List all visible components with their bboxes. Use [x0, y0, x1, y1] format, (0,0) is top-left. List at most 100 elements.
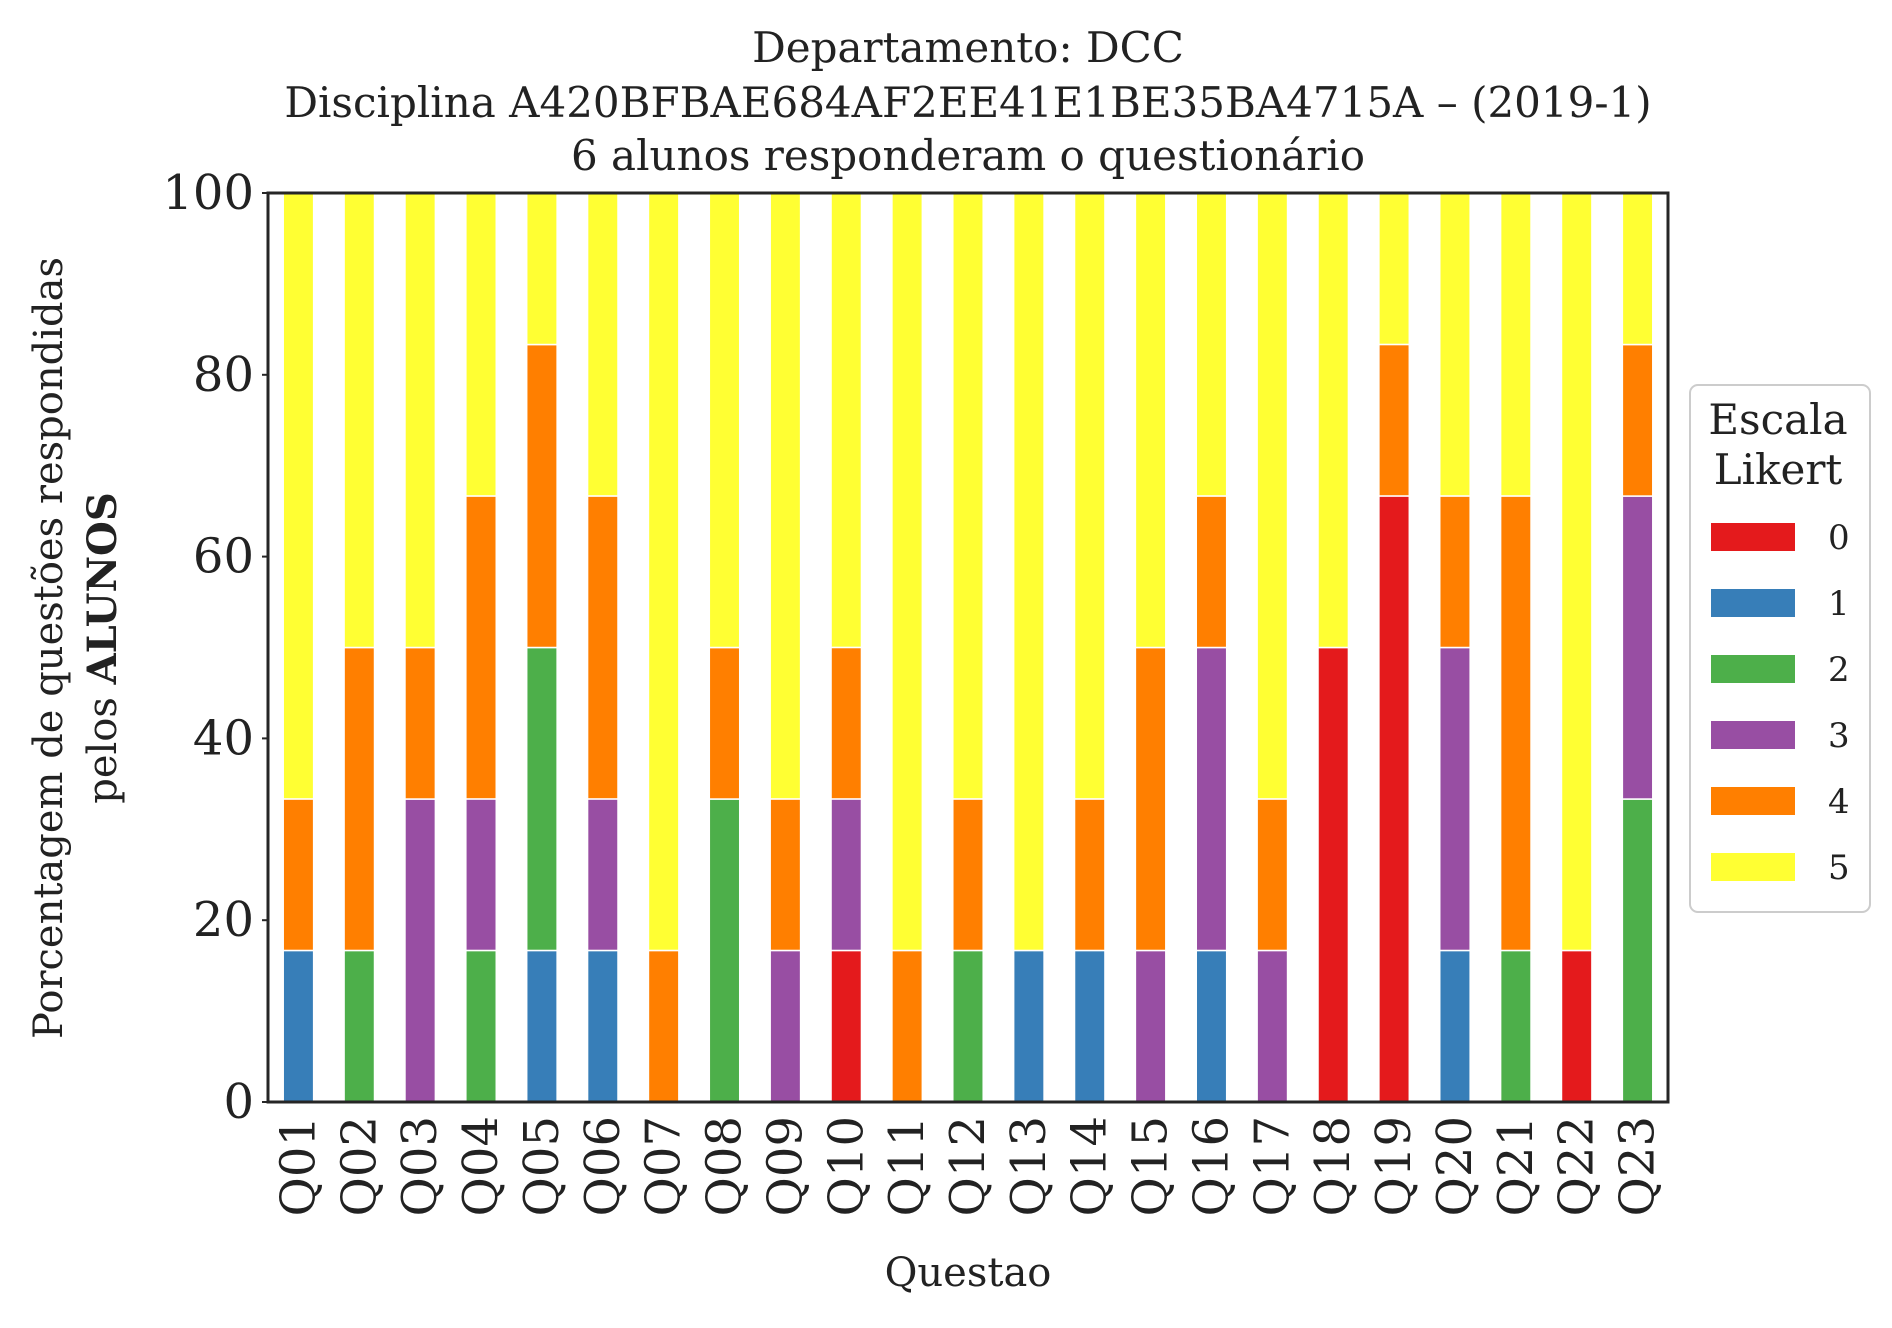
bar-Q06-likert-5 — [586, 192, 619, 497]
bar-Q01-likert-1 — [282, 949, 315, 1103]
bar-Q18-likert-5 — [1317, 192, 1350, 649]
bar-Q17-likert-5 — [1256, 192, 1289, 800]
bar-Q14-likert-1 — [1073, 949, 1106, 1103]
legend-swatch-1 — [1711, 589, 1795, 617]
bar-Q17-likert-4 — [1256, 798, 1289, 952]
bar-Q06-likert-1 — [586, 949, 619, 1103]
x-tick-label-Q06: Q06 — [575, 1116, 631, 1216]
bar-Q16-likert-3 — [1195, 646, 1228, 952]
legend-label-0: 0 — [1828, 518, 1850, 558]
bar-Q07-likert-4 — [647, 949, 680, 1103]
x-tick-label-Q14: Q14 — [1062, 1116, 1118, 1216]
bar-Q23-likert-2 — [1621, 798, 1654, 1103]
x-tick-label-Q18: Q18 — [1305, 1116, 1361, 1216]
y-tick-label-60: 60 — [193, 529, 254, 585]
x-tick-label-Q15: Q15 — [1123, 1116, 1179, 1216]
bar-Q23-likert-5 — [1621, 192, 1654, 346]
bar-Q23-likert-4 — [1621, 343, 1654, 497]
legend-swatch-5 — [1711, 853, 1795, 881]
x-tick-label-Q19: Q19 — [1366, 1116, 1422, 1216]
legend-items: 0 1 2 3 4 5 — [1711, 518, 1850, 888]
x-tick-label-Q08: Q08 — [697, 1116, 753, 1216]
legend-label-4: 4 — [1828, 782, 1850, 822]
legend-label-5: 5 — [1828, 848, 1850, 888]
x-tick-label-Q11: Q11 — [879, 1116, 935, 1216]
y-axis-label-bold: ALUNOS — [79, 492, 126, 685]
bar-Q04-likert-5 — [465, 192, 498, 497]
bar-Q10-likert-3 — [830, 798, 863, 952]
y-tick-label-100: 100 — [162, 165, 254, 221]
x-tick-label-Q07: Q07 — [636, 1116, 692, 1216]
x-tick-label-Q23: Q23 — [1610, 1116, 1666, 1216]
x-tick-label-Q05: Q05 — [514, 1116, 570, 1216]
x-tick-label-Q16: Q16 — [1183, 1116, 1239, 1216]
bar-Q16-likert-5 — [1195, 192, 1228, 497]
bar-Q13-likert-1 — [1012, 949, 1045, 1103]
bar-Q02-likert-4 — [343, 646, 376, 952]
bars — [282, 192, 1654, 1103]
bar-Q07-likert-5 — [647, 192, 680, 952]
bar-Q02-likert-2 — [343, 949, 376, 1103]
bar-Q18-likert-0 — [1317, 646, 1350, 1103]
legend-frame — [1689, 384, 1871, 913]
y-tick-label-0: 0 — [223, 1074, 254, 1130]
y-axis: 0 20 40 60 80 100 — [162, 165, 268, 1130]
bar-Q11-likert-4 — [891, 949, 924, 1103]
bar-Q19-likert-0 — [1378, 495, 1411, 1103]
bar-Q12-likert-5 — [952, 192, 984, 800]
legend-title-line-1: Escala — [1708, 395, 1847, 444]
bar-Q14-likert-4 — [1073, 798, 1106, 952]
legend-swatch-2 — [1711, 655, 1795, 683]
bar-Q08-likert-4 — [708, 646, 741, 800]
bar-Q08-likert-2 — [708, 798, 741, 1103]
x-tick-label-Q10: Q10 — [818, 1116, 874, 1216]
bar-Q16-likert-1 — [1195, 949, 1228, 1103]
bar-Q20-likert-1 — [1438, 949, 1471, 1103]
y-axis-label: Porcentagem de questões respondidas pelo… — [26, 257, 126, 1039]
x-axis-label: Questao — [885, 1250, 1052, 1296]
x-tick-label-Q01: Q01 — [270, 1116, 326, 1216]
bar-Q17-likert-3 — [1256, 949, 1289, 1103]
bar-Q23-likert-3 — [1621, 495, 1654, 800]
bar-Q09-likert-5 — [769, 192, 802, 800]
title-line-3: 6 alunos responderam o questionário — [571, 131, 1365, 180]
y-axis-label-prefix: pelos — [80, 684, 126, 803]
y-tick-label-80: 80 — [193, 347, 254, 403]
bar-Q22-likert-5 — [1560, 192, 1593, 952]
bar-Q03-likert-4 — [404, 646, 437, 800]
bar-Q15-likert-4 — [1134, 646, 1167, 952]
chart-title: Departamento: DCC Disciplina A420BFBAE68… — [284, 23, 1651, 180]
bar-Q20-likert-4 — [1438, 495, 1471, 649]
bar-Q08-likert-5 — [708, 192, 741, 649]
bar-Q14-likert-5 — [1073, 192, 1106, 800]
bar-Q01-likert-5 — [282, 192, 315, 800]
bar-Q03-likert-3 — [404, 798, 437, 1103]
legend-title-line-2: Likert — [1714, 445, 1843, 494]
bar-Q21-likert-4 — [1499, 495, 1532, 952]
title-line-2: Disciplina A420BFBAE684AF2EE41E1BE35BA47… — [284, 78, 1651, 127]
bar-Q15-likert-5 — [1134, 192, 1167, 649]
bar-Q05-likert-1 — [525, 949, 558, 1103]
bar-Q09-likert-4 — [769, 798, 802, 952]
bar-Q04-likert-2 — [465, 949, 498, 1103]
x-tick-label-Q17: Q17 — [1244, 1116, 1300, 1216]
legend-swatch-4 — [1711, 787, 1795, 815]
x-axis: Q01 Q02 Q03 Q04 Q05 Q06 Q07 Q08 Q09 Q10 Q11 Q12 Q13 Q… — [270, 1116, 1665, 1216]
bar-Q05-likert-2 — [525, 646, 558, 952]
bar-Q06-likert-3 — [586, 798, 619, 952]
x-tick-label-Q21: Q21 — [1488, 1116, 1544, 1216]
bar-Q06-likert-4 — [586, 495, 619, 800]
x-tick-label-Q13: Q13 — [1001, 1116, 1057, 1216]
bar-Q11-likert-5 — [891, 192, 924, 952]
bar-Q19-likert-4 — [1378, 343, 1411, 497]
x-tick-label-Q09: Q09 — [757, 1116, 813, 1216]
legend: Escala Likert 0 1 2 3 4 5 — [1689, 384, 1871, 913]
plot-frame — [266, 191, 1670, 1104]
bar-Q05-likert-5 — [525, 192, 558, 346]
bar-Q12-likert-2 — [952, 949, 984, 1103]
y-tick-label-40: 40 — [193, 710, 254, 766]
x-tick-label-Q03: Q03 — [392, 1116, 448, 1216]
x-tick-label-Q20: Q20 — [1427, 1116, 1483, 1216]
legend-swatch-3 — [1711, 721, 1795, 749]
